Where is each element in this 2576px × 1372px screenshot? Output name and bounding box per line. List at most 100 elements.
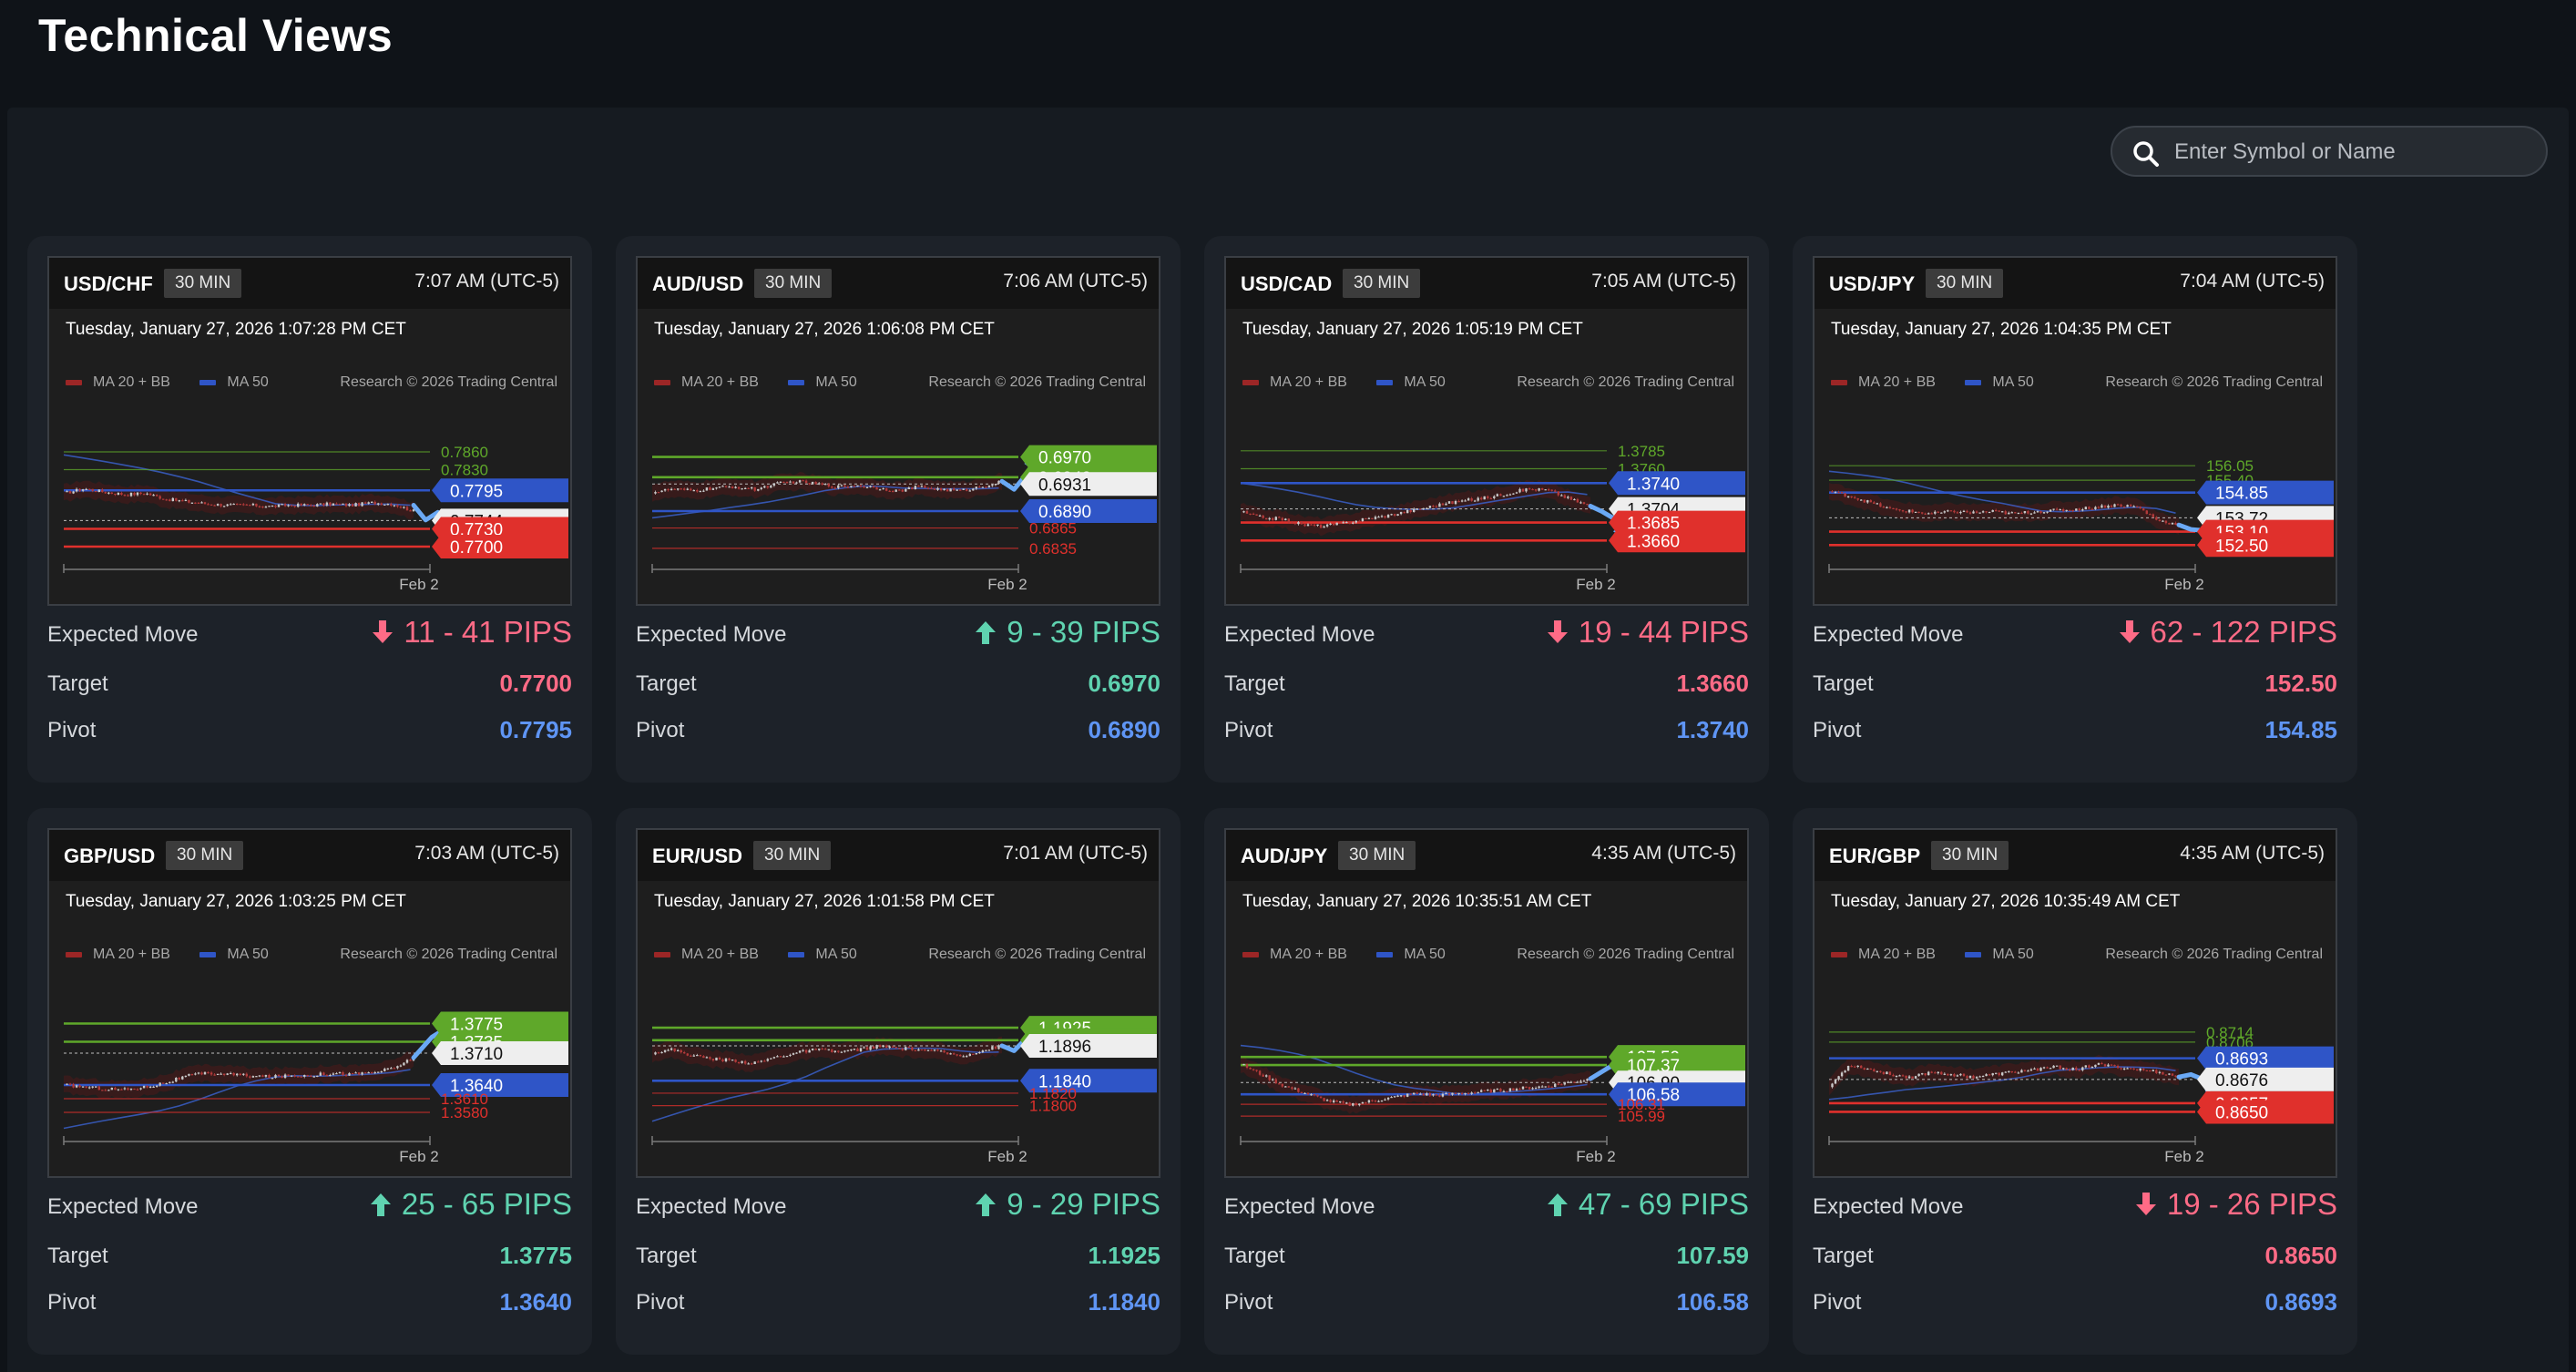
candle-body (2078, 508, 2080, 511)
candle-body (1831, 491, 1834, 493)
chart[interactable]: AUD/JPY 30 MIN 4:35 AM (UTC-5) Tuesday, … (1224, 828, 1749, 1178)
candle-body (232, 503, 235, 506)
technical-view-card-usd-chf[interactable]: USD/CHF 30 MIN 7:07 AM (UTC-5) Tuesday, … (27, 236, 592, 783)
candle-body (850, 1049, 853, 1051)
candle-body (386, 504, 389, 506)
candle-body (1975, 511, 1978, 513)
expected-move-label: Expected Move (636, 622, 787, 647)
candle-body (271, 1078, 274, 1080)
candle-body (869, 1046, 872, 1050)
candle-body (2062, 1068, 2065, 1070)
price-levels (1829, 1031, 2195, 1113)
candle-body (342, 503, 344, 505)
search-box[interactable] (2111, 126, 2548, 177)
candle-body (696, 1055, 699, 1057)
candle-body (156, 1085, 158, 1087)
technical-view-card-eur-gbp[interactable]: EUR/GBP 30 MIN 4:35 AM (UTC-5) Tuesday, … (1793, 808, 2357, 1355)
candle-body (158, 1082, 161, 1086)
chart-date: Tuesday, January 27, 2026 1:03:25 PM CET (66, 892, 406, 911)
candle-body (924, 486, 926, 488)
candle-body (1371, 517, 1374, 519)
technical-view-card-aud-usd[interactable]: AUD/USD 30 MIN 7:06 AM (UTC-5) Tuesday, … (616, 236, 1181, 783)
candle-body (914, 1049, 917, 1051)
candle-body (997, 480, 1000, 484)
candle-body (2120, 504, 2122, 507)
candle-body (1978, 1076, 1981, 1078)
candle-body (2023, 511, 2027, 514)
chart[interactable]: EUR/GBP 30 MIN 4:35 AM (UTC-5) Tuesday, … (1813, 828, 2337, 1178)
candle-body (1374, 517, 1377, 519)
candle-body (114, 1088, 117, 1090)
candle-body (255, 503, 258, 507)
candle-body (357, 1072, 361, 1075)
level-tag-text: 0.8676 (2215, 1071, 2268, 1090)
symbol-label: EUR/GBP (1829, 845, 1921, 867)
candle-body (985, 1049, 987, 1051)
chart[interactable]: EUR/USD 30 MIN 7:01 AM (UTC-5) Tuesday, … (636, 828, 1160, 1178)
level-tag-text: 0.7700 (450, 538, 503, 558)
candle-body (1451, 501, 1454, 504)
chart-date: Tuesday, January 27, 2026 1:05:19 PM CET (1242, 320, 1583, 339)
candle-body (85, 488, 87, 490)
candle-body (133, 493, 136, 496)
candle-body (760, 1060, 762, 1062)
candle-body (412, 509, 415, 512)
technical-view-card-eur-usd[interactable]: EUR/USD 30 MIN 7:01 AM (UTC-5) Tuesday, … (616, 808, 1181, 1355)
candle-body (2017, 1072, 2020, 1074)
candle-body (1985, 1074, 1988, 1077)
candle-body (1416, 508, 1418, 510)
technical-view-card-usd-jpy[interactable]: USD/JPY 30 MIN 7:04 AM (UTC-5) Tuesday, … (1793, 236, 2357, 783)
candle-body (1548, 489, 1550, 491)
candle-body (129, 493, 133, 497)
ma50-swatch (1376, 379, 1394, 385)
chart[interactable]: USD/CHF 30 MIN 7:07 AM (UTC-5) Tuesday, … (47, 256, 572, 606)
candle-body (1905, 511, 1907, 513)
candle-body (277, 1074, 281, 1077)
candle-body (1518, 1089, 1521, 1090)
candle-body (152, 1086, 155, 1088)
candle-body (222, 1073, 226, 1075)
x-tick-label: Feb 2 (399, 576, 438, 593)
candle-body (1323, 1098, 1325, 1101)
candle-body (1367, 517, 1371, 519)
technical-view-card-gbp-usd[interactable]: GBP/USD 30 MIN 7:03 AM (UTC-5) Tuesday, … (27, 808, 592, 1355)
chart[interactable]: USD/CAD 30 MIN 7:05 AM (UTC-5) Tuesday, … (1224, 256, 1749, 606)
candle-body (264, 1075, 268, 1077)
candle-body (779, 481, 782, 483)
chart[interactable]: GBP/USD 30 MIN 7:03 AM (UTC-5) Tuesday, … (47, 828, 572, 1178)
level-tag-resistance (1020, 445, 1157, 469)
candle-body (403, 1062, 405, 1066)
candle-body (2014, 512, 2017, 514)
candle-body (939, 1050, 943, 1052)
candle-body (2107, 1064, 2110, 1067)
candle-body (1541, 488, 1544, 490)
candle-body (757, 1061, 760, 1063)
candle-body (322, 503, 325, 506)
chart[interactable]: AUD/USD 30 MIN 7:06 AM (UTC-5) Tuesday, … (636, 256, 1160, 606)
candle-body (994, 1046, 997, 1049)
candle-body (2008, 512, 2010, 515)
candle-body (2027, 511, 2029, 514)
candle-body (1319, 1096, 1323, 1099)
technical-view-card-usd-cad[interactable]: USD/CAD 30 MIN 7:05 AM (UTC-5) Tuesday, … (1204, 236, 1769, 783)
candle-body (171, 497, 174, 502)
x-tick-label: Feb 2 (2164, 576, 2203, 593)
candle-body (1428, 1093, 1432, 1096)
candle-body (1464, 1093, 1467, 1095)
level-tag-text: 0.6890 (1038, 503, 1091, 522)
candle-body (148, 493, 152, 496)
level-tag-text: 1.3640 (450, 1077, 503, 1096)
candle-body (120, 493, 123, 495)
chart-date: Tuesday, January 27, 2026 1:06:08 PM CET (654, 320, 995, 339)
candle-body (2046, 511, 2049, 513)
target-row: Target 152.50 (1793, 662, 2357, 708)
chart[interactable]: USD/JPY 30 MIN 7:04 AM (UTC-5) Tuesday, … (1813, 256, 2337, 606)
candle-body (236, 503, 239, 506)
candle-body (2014, 1071, 2017, 1073)
technical-view-card-aud-jpy[interactable]: AUD/JPY 30 MIN 4:35 AM (UTC-5) Tuesday, … (1204, 808, 1769, 1355)
candle-body (88, 1087, 91, 1089)
expected-move-value: 9 - 29 PIPS (974, 1187, 1160, 1222)
search-input[interactable] (2172, 133, 2531, 171)
candle-body (213, 1074, 216, 1076)
candle-body (2059, 1065, 2061, 1070)
